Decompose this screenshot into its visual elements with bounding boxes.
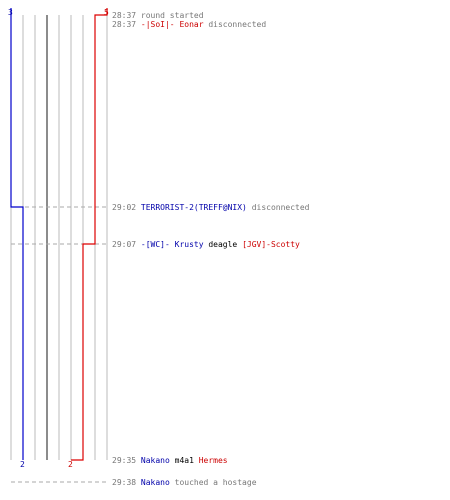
t-start-count: 5 <box>104 8 109 17</box>
ct-player-name: Nakano <box>140 478 170 487</box>
event-time: 28:37 <box>112 11 141 20</box>
event-row: 28:37 -|SoI|- Eonar disconnected <box>112 20 266 30</box>
event-time: 28:37 <box>112 20 141 29</box>
event-text: deagle <box>203 240 243 249</box>
t-player-name: Hermes <box>198 456 228 465</box>
t-alive-line <box>71 8 108 461</box>
ct-start-count: 3 <box>8 8 13 17</box>
event-row: 28:37 round started <box>112 11 204 21</box>
event-time: 29:07 <box>112 240 141 249</box>
t-player-name: -|SoI|- Eonar <box>140 20 204 29</box>
t-player-name: [JGV]-Scotty <box>242 240 300 249</box>
ct-player-name: TERRORIST-2(TREFF@NIX) <box>140 203 247 212</box>
event-text: touched a hostage <box>169 478 257 487</box>
event-row: 29:07 -[WC]- Krusty deagle [JGV]-Scotty <box>112 240 300 250</box>
event-text: disconnected <box>203 20 267 29</box>
event-row: 29:38 Nakano touched a hostage <box>112 478 257 488</box>
event-text: m4a1 <box>169 456 199 465</box>
event-time: 29:02 <box>112 203 141 212</box>
event-time: 29:38 <box>112 478 141 487</box>
ct-player-name: Nakano <box>140 456 170 465</box>
event-row: 29:02 TERRORIST-2(TREFF@NIX) disconnecte… <box>112 203 310 213</box>
ct-player-name: -[WC]- Krusty <box>140 240 204 249</box>
event-text: disconnected <box>246 203 310 212</box>
ct-end-count: 2 <box>20 460 25 469</box>
event-time: 29:35 <box>112 456 141 465</box>
event-row: 29:35 Nakano m4a1 Hermes <box>112 456 228 466</box>
ct-alive-line <box>10 8 24 460</box>
t-end-count: 2 <box>68 460 73 469</box>
event-text: round started <box>140 11 204 20</box>
